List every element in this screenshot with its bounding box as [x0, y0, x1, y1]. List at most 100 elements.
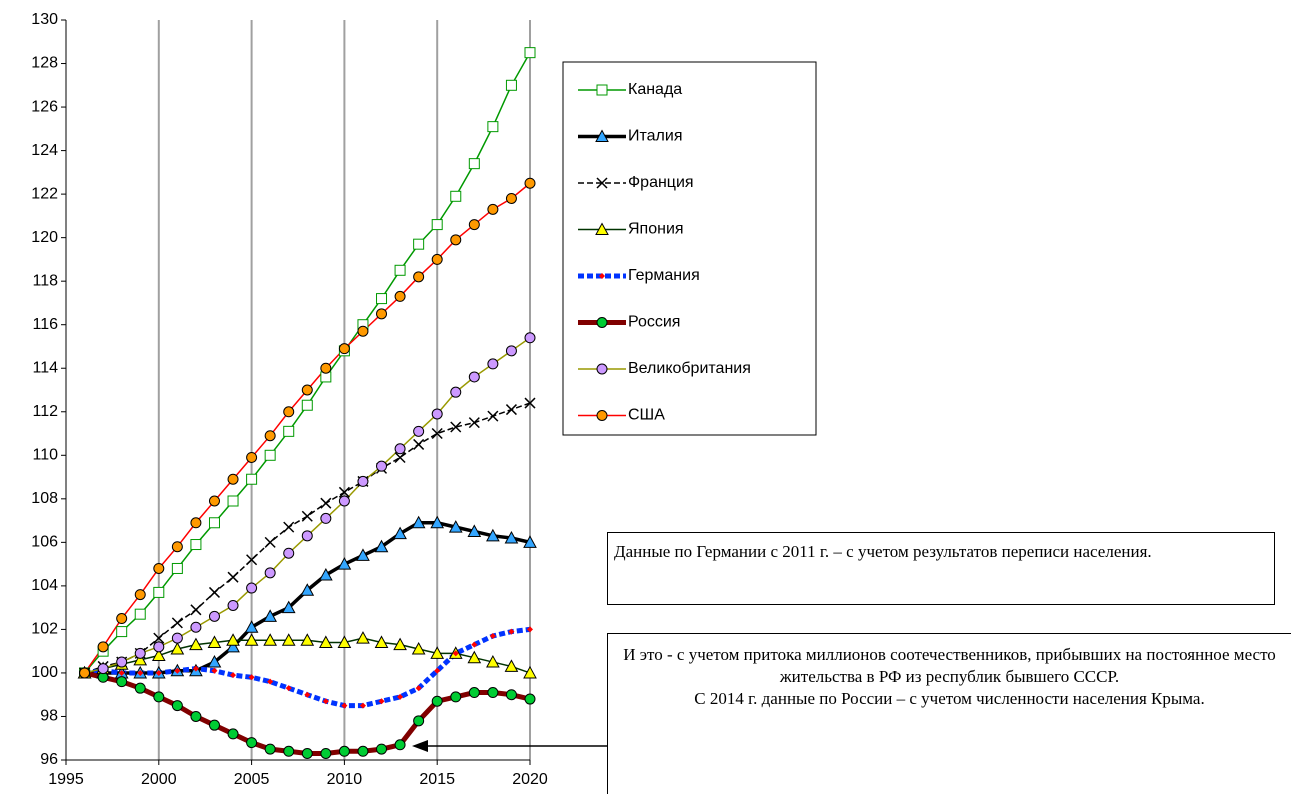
marker	[211, 667, 218, 674]
marker	[431, 219, 443, 231]
marker	[264, 536, 276, 548]
marker	[394, 264, 406, 276]
marker	[244, 633, 259, 646]
marker	[300, 583, 315, 596]
note-text: И это - с учетом притока миллионов сооте…	[623, 645, 1276, 686]
marker	[505, 404, 517, 416]
marker	[208, 610, 220, 622]
marker	[153, 562, 165, 574]
y-tick-label: 102	[31, 621, 58, 638]
arrowhead	[412, 740, 428, 752]
marker	[171, 700, 183, 712]
marker	[174, 667, 181, 674]
note-germany: Данные по Германии с 2011 г. – с учетом …	[607, 532, 1275, 605]
marker	[359, 702, 366, 709]
marker	[226, 633, 240, 646]
legend-label: Италия	[628, 128, 682, 145]
marker	[267, 678, 274, 685]
marker	[246, 582, 258, 594]
marker	[524, 397, 536, 409]
marker	[189, 637, 203, 651]
y-tick-label: 96	[40, 751, 58, 768]
x-tick-label: 1995	[48, 771, 84, 788]
marker	[133, 652, 148, 666]
marker	[468, 371, 480, 383]
marker	[524, 177, 536, 189]
y-tick-label: 112	[32, 403, 58, 420]
marker	[153, 632, 165, 644]
marker	[487, 410, 499, 422]
marker	[208, 517, 220, 529]
marker	[393, 637, 407, 651]
marker	[116, 613, 128, 625]
marker	[523, 535, 537, 548]
legend-label: США	[628, 407, 665, 424]
marker	[337, 557, 352, 570]
marker	[246, 473, 258, 485]
marker	[248, 674, 255, 681]
note-text: С 2014 г. данные по России – с учетом чи…	[694, 689, 1205, 708]
marker	[394, 451, 406, 464]
marker	[450, 386, 462, 398]
marker	[171, 632, 183, 644]
y-tick-label: 126	[31, 98, 58, 115]
marker	[208, 495, 220, 507]
marker	[338, 745, 350, 757]
marker	[301, 510, 313, 522]
marker	[320, 362, 332, 374]
marker	[448, 520, 463, 533]
marker	[264, 567, 276, 579]
marker	[378, 698, 385, 705]
marker	[116, 676, 128, 688]
legend-label: Германия	[628, 267, 700, 284]
marker	[320, 747, 332, 759]
marker	[153, 641, 165, 653]
y-tick-label: 120	[31, 229, 58, 246]
note-text: Данные по Германии с 2011 г. – с учетом …	[614, 542, 1152, 561]
marker	[505, 79, 517, 91]
marker	[301, 399, 313, 411]
marker	[301, 530, 313, 542]
marker	[134, 647, 146, 659]
legend	[562, 61, 817, 436]
marker	[337, 635, 352, 648]
marker	[596, 410, 608, 421]
marker	[322, 698, 329, 705]
marker	[134, 608, 146, 620]
marker	[393, 526, 407, 540]
marker	[153, 586, 165, 598]
marker	[504, 530, 519, 544]
marker	[376, 460, 388, 472]
marker	[151, 648, 166, 662]
marker	[153, 691, 165, 703]
marker	[207, 635, 222, 648]
y-tick-label: 98	[40, 708, 58, 725]
marker	[596, 363, 608, 375]
marker	[320, 512, 332, 524]
marker	[356, 631, 370, 644]
marker	[281, 600, 296, 614]
marker	[134, 682, 146, 694]
marker	[376, 743, 388, 755]
marker	[227, 571, 239, 583]
marker	[171, 617, 183, 629]
marker	[208, 719, 220, 731]
marker	[411, 641, 426, 655]
marker	[413, 438, 425, 450]
marker	[486, 655, 500, 668]
legend-label: Великобритания	[628, 360, 751, 377]
marker	[281, 633, 296, 646]
marker	[467, 524, 482, 537]
marker	[338, 343, 350, 355]
marker	[413, 425, 425, 437]
marker	[486, 528, 500, 542]
marker	[431, 427, 443, 440]
marker	[318, 567, 333, 581]
marker	[487, 687, 499, 699]
marker	[192, 665, 199, 672]
marker	[374, 539, 389, 553]
marker	[487, 358, 499, 370]
marker	[264, 743, 276, 755]
